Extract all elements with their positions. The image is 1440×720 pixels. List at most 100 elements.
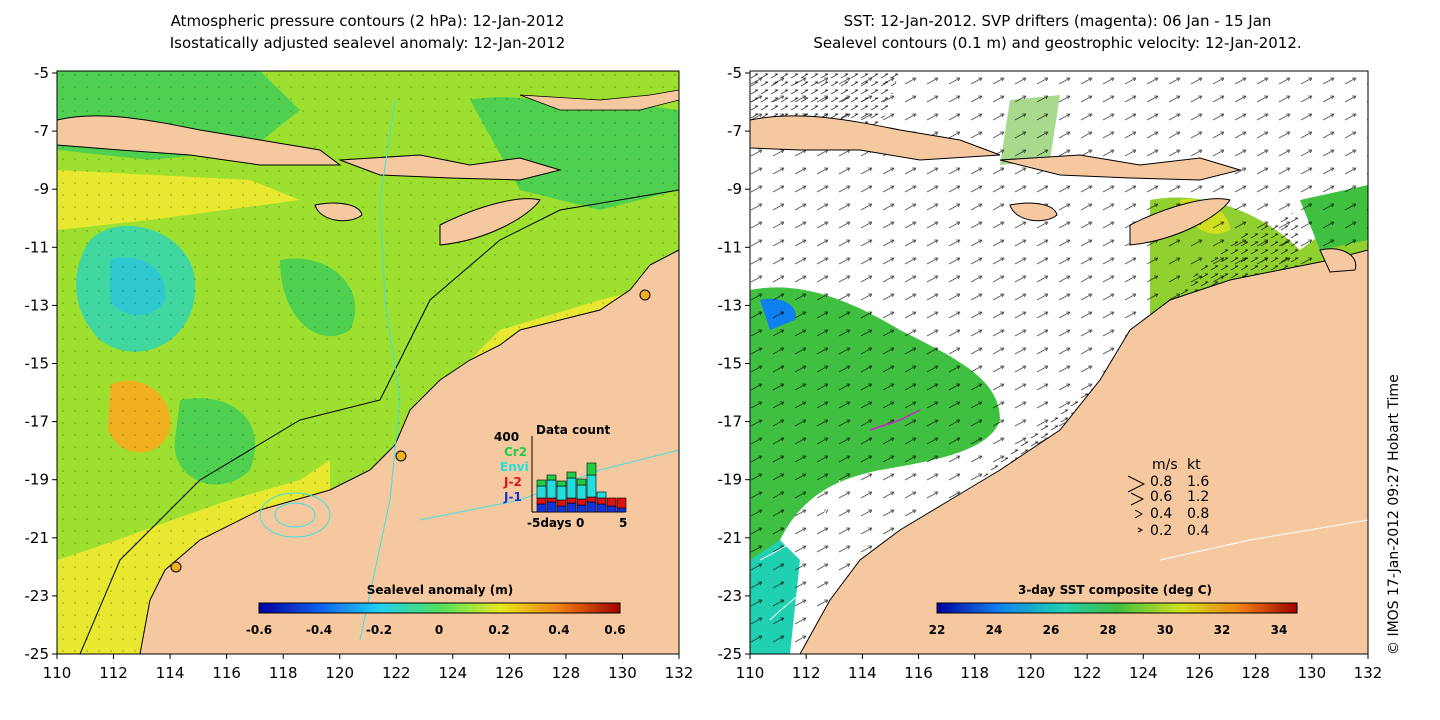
sealevel-contour (1159, 519, 1368, 561)
left-panel-title: Atmospheric pressure contours (2 hPa): 1… (55, 10, 680, 54)
inset-bar-segment (596, 491, 607, 499)
speed-header-kt: kt (1187, 457, 1201, 473)
right-lon-tick-label: 128 (1241, 664, 1270, 682)
right-frame (749, 70, 1369, 655)
speed-ms: 0.8 (1150, 474, 1172, 490)
left-lat-tick-label: -9 (34, 180, 49, 198)
right-title-line2: Sealevel contours (0.1 m) and geostrophi… (813, 34, 1302, 52)
right-lon-tick-label: 116 (904, 664, 933, 682)
sla-tick: -0.2 (366, 623, 392, 637)
java-bali-islands (57, 115, 342, 166)
left-lon-tick-label: 110 (43, 664, 72, 682)
imos-credit: © IMOS 17-Jan-2012 09:27 Hobart Time (1386, 374, 1402, 655)
right-lat-tick-label: -13 (718, 296, 743, 314)
left-colorbar-scale (258, 602, 621, 614)
right-lat-tick-label: -19 (718, 471, 743, 489)
right-colorbar: 3-day SST composite (deg C) 22 24 26 28 … (929, 583, 1298, 637)
left-title-line2: Isostatically adjusted sealevel anomaly:… (169, 34, 566, 52)
speed-header-ms: m/s (1152, 457, 1178, 473)
nusa-tenggara-islands (339, 154, 562, 181)
left-lon-tick-label: 122 (382, 664, 411, 682)
right-lat-tick-label: -9 (727, 180, 742, 198)
right-lat-tick-label: -11 (718, 238, 743, 256)
speed-kt: 0.4 (1187, 523, 1209, 539)
left-lon-tick-label: 118 (269, 664, 298, 682)
inset-bar-segment (566, 497, 577, 504)
left-lon-tick-label: 116 (212, 664, 241, 682)
left-lon-tick-label: 124 (438, 664, 467, 682)
left-lat-tick-label: -11 (25, 238, 50, 256)
sst-tick: 24 (986, 623, 1003, 637)
right-lat-tick-label: -21 (718, 529, 743, 547)
left-lat-tick-label: -15 (25, 355, 50, 373)
inset-bar-segment (556, 480, 567, 487)
inset-bar-segment (556, 505, 567, 513)
right-colorbar-scale (936, 602, 1298, 614)
inset-xtick-end: 5 (619, 516, 627, 530)
right-lat-tick-label: -7 (727, 122, 742, 140)
sst-tick: 34 (1271, 623, 1288, 637)
left-lat-tick-label: -25 (25, 645, 50, 663)
australia-land (139, 249, 679, 654)
data-count-inset: Data count 400 Cr2 Envi J-2 J-1 -5days 0… (494, 423, 627, 530)
speed-arrow-icon (1134, 509, 1144, 519)
left-colorbar-label: Sealevel anomaly (m) (367, 583, 513, 597)
right-lon-tick-label: 110 (736, 664, 765, 682)
sla-tick: -0.6 (246, 623, 272, 637)
inset-bar-segment (536, 503, 547, 513)
inset-bar-segment (546, 479, 557, 499)
inset-title: Data count (536, 423, 611, 437)
sla-tick: 0.6 (604, 623, 625, 637)
right-lon-tick-label: 126 (1185, 664, 1214, 682)
sst-tick: 22 (929, 623, 946, 637)
left-lat-tick-label: -21 (25, 529, 50, 547)
legend-j1: J-1 (503, 490, 522, 504)
left-lon-tick-label: 128 (552, 664, 581, 682)
inset-bar-segment (566, 502, 577, 513)
left-lon-tick-label: 120 (325, 664, 354, 682)
speed-legend: m/s kt 0.8 1.6 0.6 1.2 0.4 0.8 0.2 0.4 (1127, 457, 1209, 539)
sst-tick: 30 (1157, 623, 1174, 637)
left-lat-tick-label: -13 (25, 296, 50, 314)
drifter-track (869, 409, 921, 431)
right-panel-title: SST: 12-Jan-2012. SVP drifters (magenta)… (730, 10, 1385, 54)
tide-gauge-marker (639, 289, 651, 301)
sst-tick: 32 (1214, 623, 1231, 637)
sla-tick: 0.4 (548, 623, 569, 637)
left-lat-tick-label: -23 (25, 587, 50, 605)
cyan-eddy-2 (274, 502, 316, 528)
left-lat-tick-label: -7 (34, 122, 49, 140)
right-lon-tick-label: 122 (1073, 664, 1102, 682)
sla-tick: -0.4 (306, 623, 332, 637)
right-lon-tick-label: 130 (1297, 664, 1326, 682)
inset-bar-segment (546, 474, 557, 481)
inset-bar-segment (616, 507, 627, 513)
inset-bar-segment (536, 485, 547, 499)
right-lat-tick-label: -25 (718, 645, 743, 663)
inset-bar-segment (586, 462, 597, 476)
inset-bar-segment (616, 497, 627, 509)
inset-bar-segment (556, 499, 567, 507)
pressure-contour-1 (79, 189, 679, 654)
sst-tick: 26 (1043, 623, 1060, 637)
right-title-line1: SST: 12-Jan-2012. SVP drifters (magenta)… (843, 12, 1272, 30)
speed-ms: 0.2 (1150, 523, 1172, 539)
speed-kt: 1.2 (1187, 489, 1209, 505)
velocity-arrows-dense-north (750, 71, 900, 130)
sumba-island-right (1009, 202, 1058, 222)
inset-bar-segment (546, 497, 557, 503)
right-lon-tick-label: 132 (1354, 664, 1383, 682)
sealevel-contour (769, 569, 821, 621)
right-lon-tick-label: 114 (848, 664, 877, 682)
right-colorbar-label: 3-day SST composite (deg C) (1018, 583, 1212, 597)
right-lat-tick-label: -23 (718, 587, 743, 605)
sealevel-contour (759, 479, 841, 561)
left-lon-tick-label: 132 (665, 664, 694, 682)
right-lon-tick-label: 112 (792, 664, 821, 682)
speed-arrow-icon (1130, 492, 1145, 506)
inset-bar-segment (536, 497, 547, 505)
speed-kt: 0.8 (1187, 506, 1209, 522)
left-lat-tick-label: -5 (34, 64, 49, 82)
